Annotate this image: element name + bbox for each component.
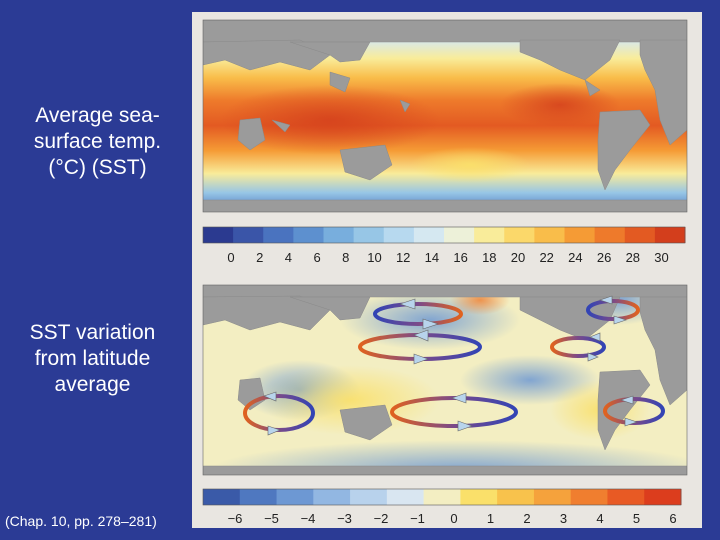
gyre-circulation-arrows xyxy=(243,295,665,436)
colorbar-swatch xyxy=(570,489,608,505)
colorbar-swatch xyxy=(474,227,505,243)
colorbar-swatch xyxy=(594,227,626,243)
colorbar-tick-label: 0 xyxy=(227,250,234,265)
colorbar-tick-label: 0 xyxy=(450,511,457,526)
colorbar-tick-label: 26 xyxy=(597,250,611,265)
colorbar-tick-label: 28 xyxy=(626,250,640,265)
colorbar-swatch xyxy=(263,227,294,243)
colorbar-tick-label: 6 xyxy=(669,511,676,526)
colorbar-tick-label: 18 xyxy=(482,250,496,265)
colorbar-swatch xyxy=(203,489,241,505)
land-bottom xyxy=(203,285,687,475)
colorbar-swatch xyxy=(444,227,475,243)
colorbar-swatch xyxy=(564,227,596,243)
colorbar-swatch xyxy=(644,489,682,505)
colorbar-swatch xyxy=(323,227,355,243)
colorbar-swatch xyxy=(504,227,535,243)
colorbar-tick-label: 12 xyxy=(396,250,410,265)
gyre-south-pacific xyxy=(390,392,518,432)
colorbar-swatch xyxy=(533,489,572,505)
chapter-citation: (Chap. 10, pp. 278–281) xyxy=(5,513,157,529)
colorbar-tick-label: 22 xyxy=(539,250,553,265)
colorbar-tick-label: 10 xyxy=(367,250,381,265)
colorbar-swatch xyxy=(654,227,686,243)
sst-colorbar xyxy=(202,226,686,244)
sst-map xyxy=(203,20,687,212)
colorbar-swatch xyxy=(386,489,425,505)
colorbar-swatch xyxy=(203,227,234,243)
colorbar-tick-label: −4 xyxy=(301,511,316,526)
colorbar-swatch xyxy=(624,227,656,243)
colorbar-tick-label: 1 xyxy=(487,511,494,526)
colorbar-tick-label: 4 xyxy=(285,250,292,265)
colorbar-swatch xyxy=(276,489,314,505)
colorbar-tick-label: 30 xyxy=(654,250,668,265)
colorbar-swatch xyxy=(413,227,445,243)
colorbar-tick-label: 6 xyxy=(313,250,320,265)
colorbar-swatch xyxy=(239,489,278,505)
colorbar-tick-label: 14 xyxy=(425,250,439,265)
sst-anomaly-map xyxy=(203,285,687,475)
colorbar-tick-label: 2 xyxy=(256,250,263,265)
colorbar-tick-label: −6 xyxy=(228,511,243,526)
colorbar-tick-label: 4 xyxy=(596,511,603,526)
colorbar-swatch xyxy=(353,227,385,243)
colorbar-swatch xyxy=(350,489,388,505)
colorbar-tick-label: −5 xyxy=(264,511,279,526)
gyre-north-atlantic-lower xyxy=(550,332,606,362)
colorbar-tick-label: 20 xyxy=(511,250,525,265)
colorbar-swatch xyxy=(233,227,264,243)
gyre-north-atlantic-upper xyxy=(586,295,640,325)
colorbar-tick-label: −2 xyxy=(374,511,389,526)
sst-variation-label: SST variation from latitude average xyxy=(29,321,156,396)
colorbar-tick-label: 16 xyxy=(453,250,467,265)
colorbar-swatch xyxy=(313,489,351,505)
colorbar-tick-label: 5 xyxy=(633,511,640,526)
colorbar-swatch xyxy=(460,489,498,505)
colorbar-tick-label: −1 xyxy=(410,511,425,526)
colorbar-tick-label: 3 xyxy=(560,511,567,526)
colorbar-tick-label: 8 xyxy=(342,250,349,265)
gyre-north-pacific-lower xyxy=(358,329,482,365)
colorbar-swatch xyxy=(497,489,535,505)
colorbar-swatch xyxy=(383,227,415,243)
gyre-north-pacific-upper xyxy=(373,298,463,330)
colorbar-tick-label: 24 xyxy=(568,250,582,265)
anomaly-colorbar-ticks: −6 −5 −4 −3 −2 −1 0 1 2 3 4 5 6 xyxy=(228,511,677,526)
colorbar-swatch xyxy=(607,489,645,505)
colorbar-tick-label: −3 xyxy=(337,511,352,526)
colorbar-swatch xyxy=(423,489,461,505)
anomaly-colorbar xyxy=(202,488,682,506)
gyre-indian-ocean xyxy=(243,391,315,436)
sst-map-label: Average sea-surface temp. (°C) (SST) xyxy=(33,104,162,179)
colorbar-swatch xyxy=(534,227,565,243)
land-top xyxy=(203,20,687,212)
sst-colorbar-ticks: 0 2 4 6 8 10 12 14 16 18 20 22 24 26 28 30 xyxy=(227,250,668,265)
colorbar-swatch xyxy=(293,227,324,243)
gyre-south-atlantic xyxy=(603,395,665,427)
colorbar-tick-label: 2 xyxy=(523,511,530,526)
